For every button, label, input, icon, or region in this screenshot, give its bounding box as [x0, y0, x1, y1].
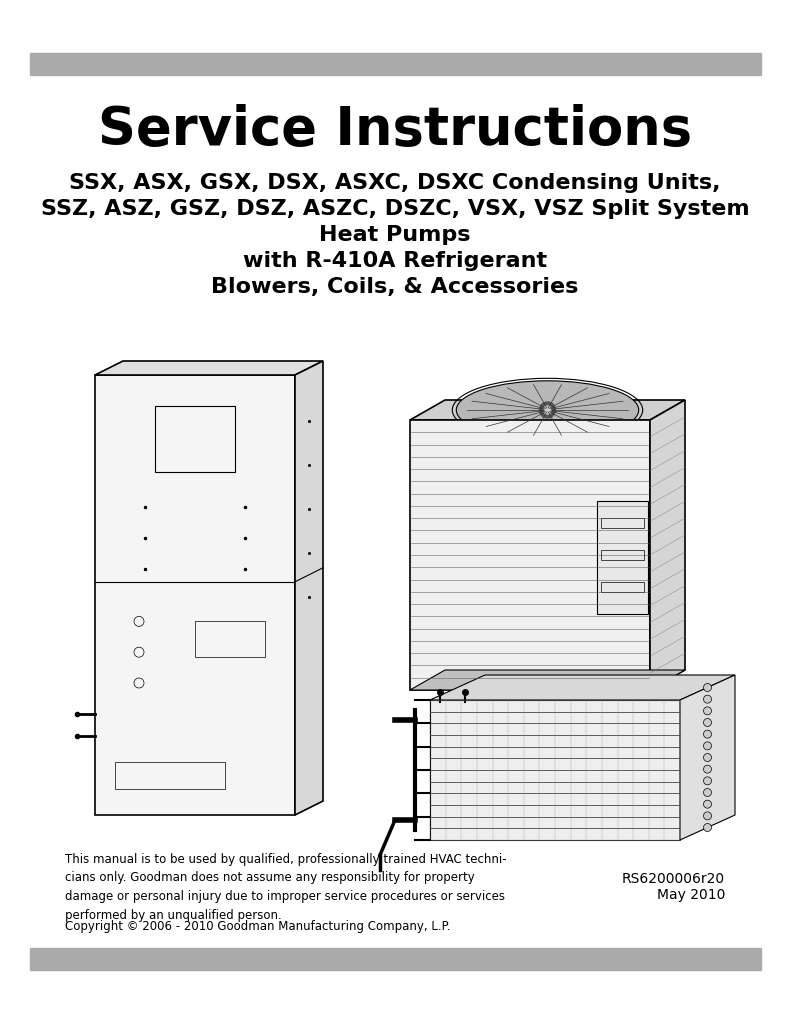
Text: SSX, ASX, GSX, DSX, ASXC, DSXC Condensing Units,: SSX, ASX, GSX, DSX, ASXC, DSXC Condensin… — [70, 173, 721, 193]
Circle shape — [703, 695, 711, 703]
Ellipse shape — [456, 381, 638, 439]
Polygon shape — [650, 400, 685, 690]
Text: Blowers, Coils, & Accessories: Blowers, Coils, & Accessories — [211, 278, 579, 297]
Polygon shape — [95, 361, 323, 375]
Bar — [30, 53, 761, 75]
Circle shape — [703, 719, 711, 726]
Circle shape — [703, 812, 711, 820]
Polygon shape — [430, 675, 735, 700]
Circle shape — [543, 406, 551, 414]
Circle shape — [703, 765, 711, 773]
Circle shape — [703, 741, 711, 750]
Bar — [601, 583, 644, 593]
Text: May 2010: May 2010 — [657, 888, 725, 902]
Polygon shape — [410, 400, 685, 420]
Circle shape — [703, 823, 711, 831]
Circle shape — [703, 800, 711, 808]
Polygon shape — [410, 670, 685, 690]
Text: SSZ, ASZ, GSZ, DSZ, ASZC, DSZC, VSX, VSZ Split System: SSZ, ASZ, GSZ, DSZ, ASZC, DSZC, VSX, VSZ… — [40, 199, 749, 219]
Circle shape — [703, 683, 711, 691]
Polygon shape — [410, 420, 650, 690]
Polygon shape — [95, 375, 295, 815]
Circle shape — [703, 730, 711, 738]
Circle shape — [539, 402, 555, 418]
Bar — [601, 550, 644, 560]
Bar — [115, 762, 225, 788]
Bar — [195, 622, 265, 656]
Bar — [30, 948, 761, 970]
Polygon shape — [680, 675, 735, 840]
Polygon shape — [295, 361, 323, 815]
Circle shape — [703, 788, 711, 797]
Text: Copyright © 2006 - 2010 Goodman Manufacturing Company, L.P.: Copyright © 2006 - 2010 Goodman Manufact… — [65, 920, 451, 933]
Text: with R-410A Refrigerant: with R-410A Refrigerant — [243, 251, 547, 271]
Text: This manual is to be used by qualified, professionally trained HVAC techni-
cian: This manual is to be used by qualified, … — [65, 853, 506, 922]
Bar — [601, 517, 644, 527]
Circle shape — [703, 707, 711, 715]
Text: Heat Pumps: Heat Pumps — [320, 225, 471, 245]
Bar — [155, 406, 235, 472]
Circle shape — [703, 754, 711, 762]
Circle shape — [703, 777, 711, 784]
Polygon shape — [430, 700, 680, 840]
Text: Service Instructions: Service Instructions — [98, 104, 692, 156]
Text: RS6200006r20: RS6200006r20 — [622, 872, 725, 886]
Bar — [597, 501, 648, 614]
